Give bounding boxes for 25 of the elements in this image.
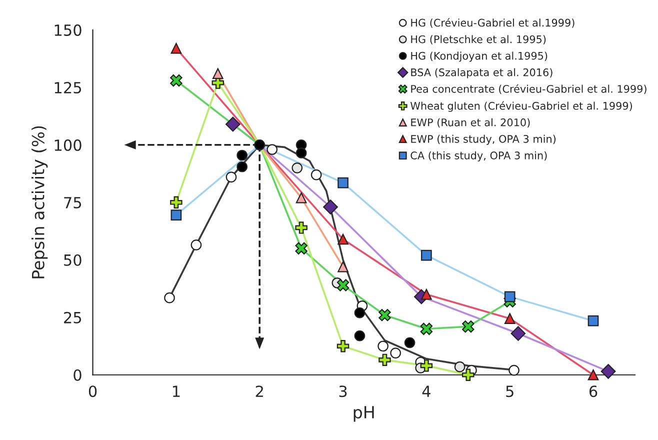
legend-label: EWP (this study, OPA 3 min) xyxy=(411,134,556,145)
x-axis-title: pH xyxy=(354,406,374,422)
x-tick-label: 0 xyxy=(88,386,97,398)
x-tick-label: 5 xyxy=(506,386,514,398)
legend-label: BSA (Szalapata et al. 2016) xyxy=(411,68,552,78)
x-tick-label: 6 xyxy=(589,386,598,398)
x-tick-label: 2 xyxy=(256,386,263,397)
legend-label: Pea concentrate (Crévieu-Gabriel et al. 1999) xyxy=(411,84,646,94)
y-tick-label: 0 xyxy=(74,369,82,381)
legend-label: HG (Pletschke et al. 1995) xyxy=(411,35,546,44)
legend-label: HG (Kondjoyan et al.1995) xyxy=(411,52,548,62)
x-tick-label: 4 xyxy=(422,386,430,397)
y-tick-label: 100 xyxy=(54,139,82,151)
legend-label: HG (Crévieu-Gabriel et al.1999) xyxy=(411,18,574,28)
y-tick-label: 125 xyxy=(54,82,82,94)
y-tick-label: 150 xyxy=(54,24,82,36)
y-tick-label: 50 xyxy=(64,254,82,266)
legend-label: EWP (Ruan et al. 2010) xyxy=(411,118,530,128)
x-tick-label: 3 xyxy=(339,386,347,398)
legend-label: Wheat gluten (Crévieu-Gabriel et al. 1999) xyxy=(410,101,632,112)
x-tick-label: 1 xyxy=(173,386,180,397)
legend-label: CA (this study, OPA 3 min) xyxy=(410,151,547,162)
y-axis-title: Pepsin activity (%) xyxy=(32,126,48,278)
y-tick-label: 75 xyxy=(64,197,82,208)
y-tick-label: 25 xyxy=(64,312,82,324)
